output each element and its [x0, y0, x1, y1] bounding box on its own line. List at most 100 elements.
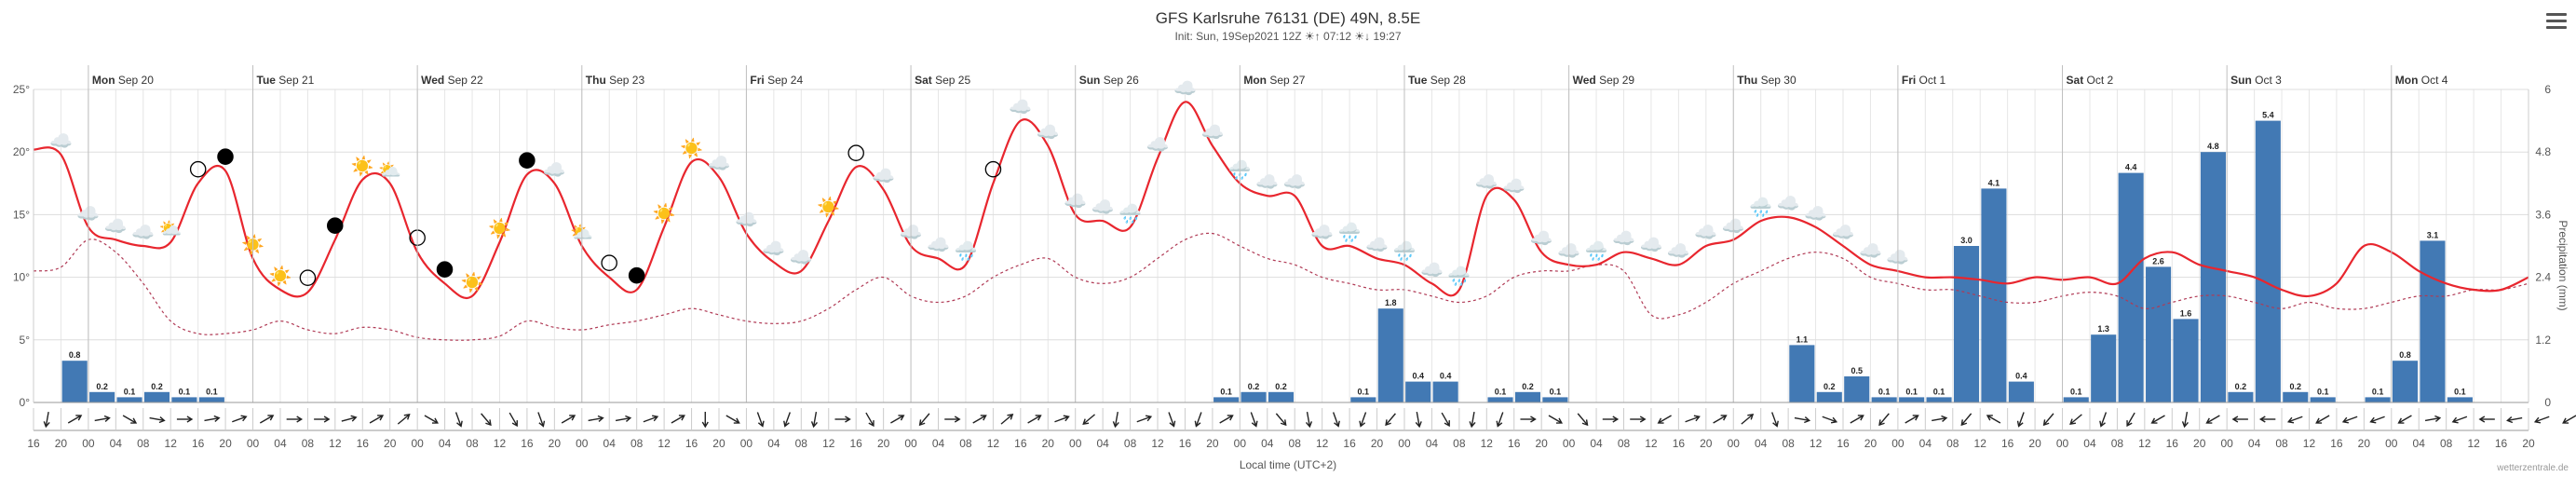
- y-left-tick-label: 15°: [13, 208, 30, 221]
- wind-arrow-icon: [701, 412, 709, 429]
- x-hour-tick-label: 12: [1974, 437, 1987, 450]
- x-hour-tick-label: 20: [2028, 437, 2041, 450]
- wind-arrow-shaft: [537, 412, 544, 426]
- wind-arrow-head: [431, 417, 439, 424]
- wind-arrow-icon: [671, 415, 685, 424]
- temperature-lines: [33, 101, 2529, 341]
- precip-bar-label: 0.1: [1878, 387, 1891, 396]
- x-hour-tick-label: 16: [1343, 437, 1356, 450]
- wind-arrow-icon: [1771, 412, 1779, 428]
- precipitation-bars: 0.8 0.2 0.1 0.2 0.1 0.1 0.1 0.2 0.2 0.1 1.8 0.4 0.4 0…: [61, 111, 2473, 402]
- wind-arrow-head: [267, 415, 275, 421]
- day-label: Sun Oct 3: [2230, 74, 2282, 87]
- x-hour-tick-label: 00: [1891, 437, 1905, 450]
- wind-arrow-shaft: [1822, 416, 1837, 423]
- x-hour-tick-label: 08: [1782, 437, 1795, 450]
- wind-arrow-shaft: [1497, 412, 1504, 426]
- x-hour-tick-label: 00: [247, 437, 260, 450]
- precip-bar-label: 0.1: [1495, 387, 1507, 396]
- wind-arrow-head: [377, 415, 385, 421]
- wind-arrow-shaft: [1250, 412, 1257, 426]
- precip-bar: [2118, 172, 2144, 402]
- wind-arrow-icon: [176, 416, 194, 423]
- x-hour-tick-label: 20: [2193, 437, 2206, 450]
- precip-bar: [2173, 319, 2199, 402]
- wind-arrow-icon: [2341, 416, 2358, 424]
- x-hour-tick-label: 12: [1151, 437, 1164, 450]
- x-hour-tick-label: 16: [1837, 437, 1850, 450]
- wind-arrow-icon: [2181, 411, 2189, 429]
- wind-arrow-head: [2181, 421, 2189, 429]
- wind-arrow-head: [103, 415, 111, 422]
- wind-arrow-icon: [1250, 412, 1258, 428]
- day-label: Wed Sep 22: [421, 74, 483, 87]
- wind-arrow-shaft: [756, 412, 764, 426]
- wind-arrow-icon: [2397, 415, 2412, 424]
- dewpoint-line: [33, 232, 2529, 341]
- sun-icon: ☀️: [461, 271, 484, 293]
- wind-arrow-head: [597, 415, 604, 422]
- wind-arrow-shaft: [1114, 411, 1119, 427]
- wind-arrow-icon: [341, 415, 358, 422]
- wind-arrow-head: [538, 420, 546, 428]
- cloud-icon: ☁️: [1420, 260, 1444, 280]
- x-hour-tick-label: 20: [55, 437, 68, 450]
- wind-arrow-head: [2562, 417, 2569, 424]
- sun-icon: ☀️: [653, 202, 676, 225]
- x-hour-tick-label: 16: [685, 437, 698, 450]
- x-hour-tick-label: 12: [2303, 437, 2316, 450]
- wind-arrow-head: [2451, 416, 2459, 424]
- wind-arrow-icon: [424, 415, 439, 424]
- wind-arrow-head: [1530, 416, 1537, 423]
- precip-bar: [143, 391, 170, 402]
- x-hour-tick-label: 12: [2138, 437, 2151, 450]
- wind-arrow-head: [186, 416, 194, 423]
- cloud-icon: ☁️: [1612, 229, 1635, 250]
- sun-cloud-icon: ⛅: [378, 160, 401, 181]
- x-hour-tick-label: 20: [877, 437, 890, 450]
- wind-arrow-head: [1145, 415, 1153, 422]
- day-label: Mon Sep 20: [92, 74, 154, 87]
- precip-bar-label: 0.2: [96, 382, 108, 391]
- x-hour-tick-label: 00: [2385, 437, 2398, 450]
- y-right-tick-label: 4.8: [2535, 145, 2551, 158]
- wind-arrow-shaft: [2316, 415, 2330, 424]
- precip-bar: [2200, 152, 2226, 402]
- x-hour-tick-label: 04: [2248, 437, 2261, 450]
- wind-arrow-head: [213, 415, 221, 422]
- y-left-tick-label: 25°: [13, 83, 30, 96]
- wind-arrow-icon: [834, 416, 851, 423]
- cloud-icon: ☁️: [1146, 135, 1170, 156]
- x-hour-tick-label: 08: [302, 437, 315, 450]
- wind-arrow-head: [485, 419, 492, 427]
- wind-arrow-shaft: [1027, 415, 1040, 424]
- wind-arrow-icon: [1657, 415, 1672, 424]
- wind-arrow-head: [918, 419, 926, 427]
- cloud-icon: ☁️: [1255, 172, 1279, 193]
- wind-arrow-head: [1082, 418, 1090, 426]
- wind-arrow-icon: [1000, 413, 1014, 425]
- wind-arrow-head: [2150, 417, 2158, 424]
- wind-arrow-icon: [1630, 416, 1647, 423]
- wind-arrow-head: [1960, 419, 1968, 427]
- moon-icon: 🌑: [325, 216, 345, 237]
- precip-bar-label: 4.1: [1988, 178, 2000, 187]
- wind-arrow-shaft: [369, 415, 383, 424]
- wind-arrow-head: [1112, 421, 1119, 429]
- wind-arrow-head: [1804, 416, 1811, 424]
- wind-arrow-shaft: [2508, 416, 2523, 421]
- wind-arrow-head: [810, 421, 818, 429]
- x-hour-tick-label: 16: [1508, 437, 1521, 450]
- wind-arrow-head: [158, 416, 166, 424]
- wind-arrow-icon: [149, 416, 166, 424]
- wind-arrow-shaft: [865, 412, 874, 426]
- x-hour-tick-label: 16: [1179, 437, 1192, 450]
- x-hour-tick-label: 00: [2220, 437, 2233, 450]
- cloud-icon: ☁️: [49, 131, 73, 152]
- wind-arrow-icon: [314, 416, 331, 423]
- x-hour-tick-label: 00: [1069, 437, 1082, 450]
- hamburger-menu-icon[interactable]: [2546, 13, 2567, 30]
- wind-arrow-icon: [1305, 411, 1313, 429]
- day-label: Tue Sep 21: [257, 74, 315, 87]
- x-hour-tick-label: 08: [959, 437, 972, 450]
